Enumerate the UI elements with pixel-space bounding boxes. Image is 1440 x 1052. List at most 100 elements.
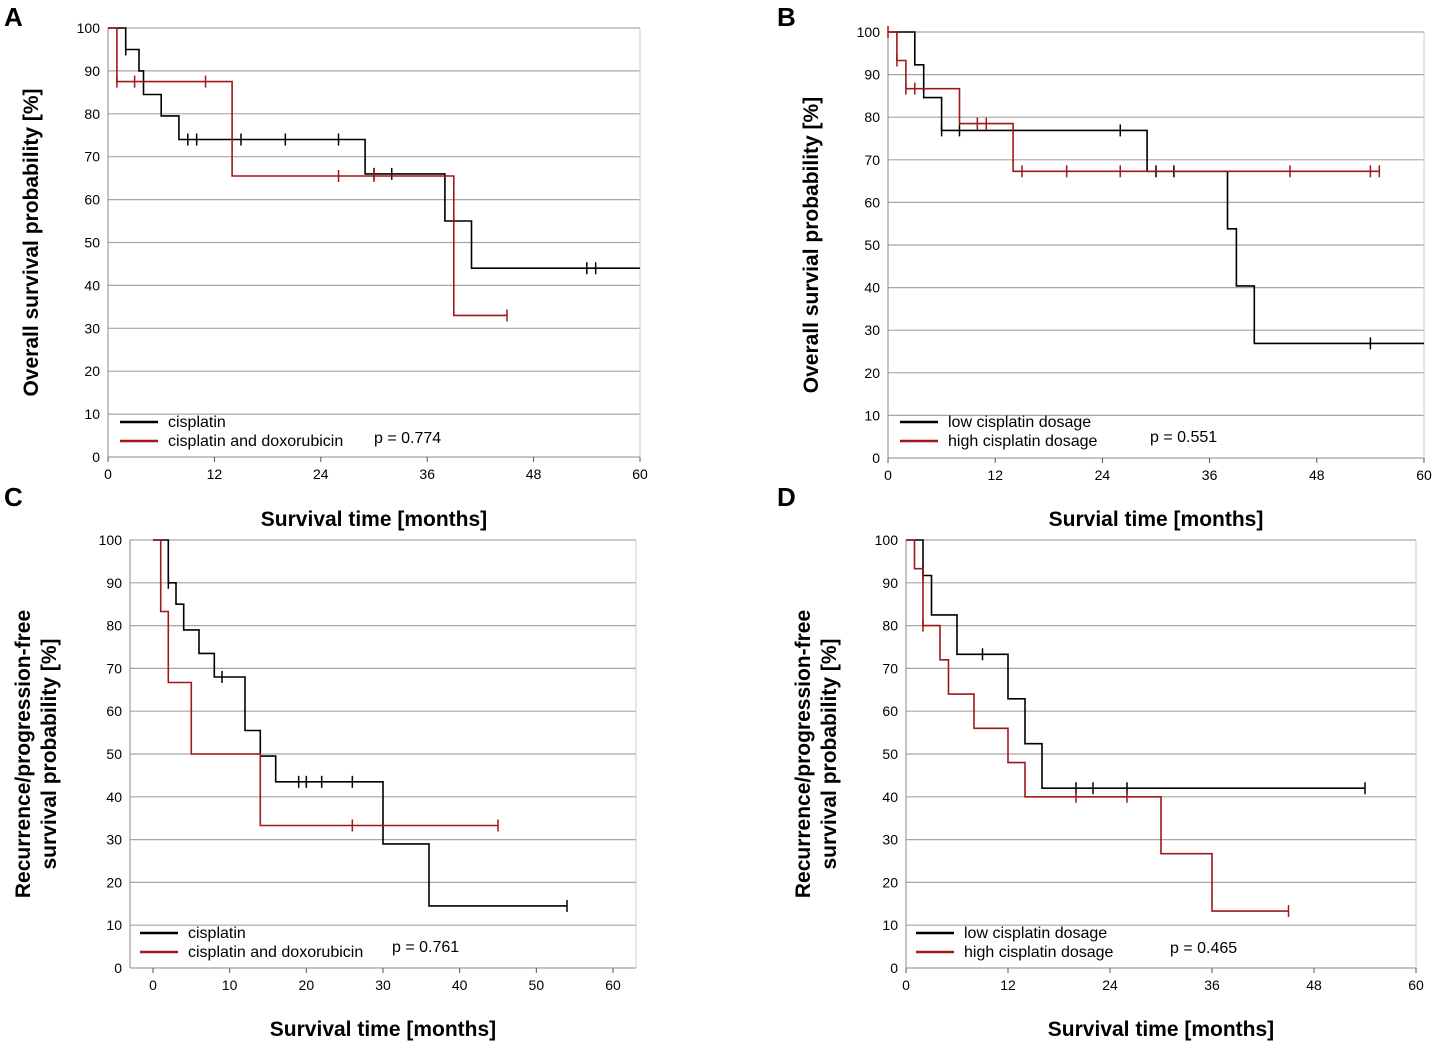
legend-label: low cisplatin dosage [948,414,1091,431]
p-value: p = 0.761 [392,939,459,956]
y-tick-label: 100 [857,24,881,40]
series-line-1 [108,27,640,269]
x-tick-label: 12 [207,466,223,482]
panel-letter: A [4,2,23,32]
y-tick-label: 100 [77,20,101,36]
y-tick-label: 30 [106,832,122,848]
legend-label: cisplatin and doxorubicin [188,944,363,961]
series-line-2 [888,31,1380,173]
p-value: p = 0.774 [374,430,441,447]
legend-label: high cisplatin dosage [948,433,1098,450]
x-axis-title: Survival time [months] [270,1018,496,1041]
x-tick-label: 60 [605,977,621,993]
x-tick-label: 60 [632,466,648,482]
x-tick-label: 48 [526,466,542,482]
y-tick-label: 20 [84,363,100,379]
x-tick-label: 24 [313,466,329,482]
x-tick-label: 12 [1000,977,1016,993]
series-line-1 [153,539,567,907]
panel-letter: C [4,482,23,512]
y-tick-label: 30 [84,320,100,336]
x-axis-title: Survial time [months] [1049,508,1264,531]
p-value: p = 0.551 [1150,429,1217,446]
x-tick-label: 36 [1202,467,1218,483]
x-tick-label: 0 [902,977,910,993]
x-tick-label: 0 [884,467,892,483]
panel-a: A 0 10 20 30 40 50 60 70 80 90 100 0 12 24 36 48 60 cispla… [4,2,648,531]
y-tick-label: 0 [92,449,100,465]
x-tick-label: 48 [1306,977,1322,993]
y-axis-title: Recurrence/progression-free [792,610,815,898]
x-axis-title: Survival time [months] [1048,1018,1274,1041]
x-tick-label: 0 [104,466,112,482]
y-tick-label: 0 [114,960,122,976]
y-tick-label: 0 [890,960,898,976]
y-tick-label: 50 [106,746,122,762]
y-tick-label: 10 [106,917,122,933]
x-tick-label: 24 [1102,977,1118,993]
y-tick-label: 60 [84,192,100,208]
y-tick-label: 50 [864,237,880,253]
x-tick-label: 40 [452,977,468,993]
y-axis-title: survival probability [%] [38,638,61,869]
legend-label: low cisplatin dosage [964,925,1107,942]
y-tick-label: 80 [106,618,122,634]
panel-d: D 0 10 20 30 40 50 60 70 80 90 100 0 12 24 36 48 60 low ci… [777,482,1424,1041]
legend-label: high cisplatin dosage [964,944,1114,961]
x-tick-label: 0 [149,977,157,993]
legend-label: cisplatin [168,414,226,431]
y-tick-label: 70 [864,152,880,168]
x-tick-label: 30 [375,977,391,993]
x-tick-label: 24 [1095,467,1111,483]
y-tick-label: 80 [864,109,880,125]
y-tick-label: 40 [106,789,122,805]
y-tick-label: 60 [864,194,880,210]
y-tick-label: 90 [864,67,880,83]
y-tick-label: 20 [882,874,898,890]
y-tick-label: 100 [99,532,123,548]
y-tick-label: 90 [882,575,898,591]
x-tick-label: 60 [1416,467,1432,483]
y-tick-label: 70 [882,660,898,676]
y-tick-label: 90 [84,63,100,79]
y-tick-label: 90 [106,575,122,591]
y-axis-title: Overall survival probability [%] [20,88,43,396]
y-tick-label: 80 [84,106,100,122]
y-tick-label: 10 [864,407,880,423]
y-tick-label: 10 [882,917,898,933]
y-axis-title: Recurrence/progression-free [12,610,35,898]
y-tick-label: 60 [882,703,898,719]
x-tick-label: 10 [222,977,238,993]
y-tick-label: 70 [106,660,122,676]
y-axis-title: Overall survial probability [%] [800,97,823,393]
y-axis-title: survival probability [%] [818,638,841,869]
y-tick-label: 40 [84,277,100,293]
legend-label: cisplatin and doxorubicin [168,433,343,450]
y-tick-label: 30 [882,832,898,848]
panel-letter: D [777,482,796,512]
y-tick-label: 70 [84,149,100,165]
x-tick-label: 60 [1408,977,1424,993]
y-tick-label: 50 [84,235,100,251]
panel-c: C 0 10 20 30 40 50 60 70 80 90 100 0 10 20 30 40 50 60 cisp… [4,482,637,1041]
y-tick-label: 50 [882,746,898,762]
legend-label: cisplatin [188,925,246,942]
x-tick-label: 50 [529,977,545,993]
y-tick-label: 40 [882,789,898,805]
x-tick-label: 48 [1309,467,1325,483]
x-axis-title: Survival time [months] [261,508,487,531]
y-tick-label: 0 [872,450,880,466]
p-value: p = 0.465 [1170,940,1237,957]
series-line-2 [108,27,507,317]
y-tick-label: 20 [864,365,880,381]
x-tick-label: 12 [987,467,1003,483]
y-tick-label: 20 [106,874,122,890]
x-tick-label: 20 [299,977,315,993]
x-tick-label: 36 [1204,977,1220,993]
y-tick-label: 30 [864,322,880,338]
series-line-2 [906,539,1289,912]
y-tick-label: 100 [875,532,899,548]
y-tick-label: 80 [882,618,898,634]
series-line-1 [906,539,1365,789]
